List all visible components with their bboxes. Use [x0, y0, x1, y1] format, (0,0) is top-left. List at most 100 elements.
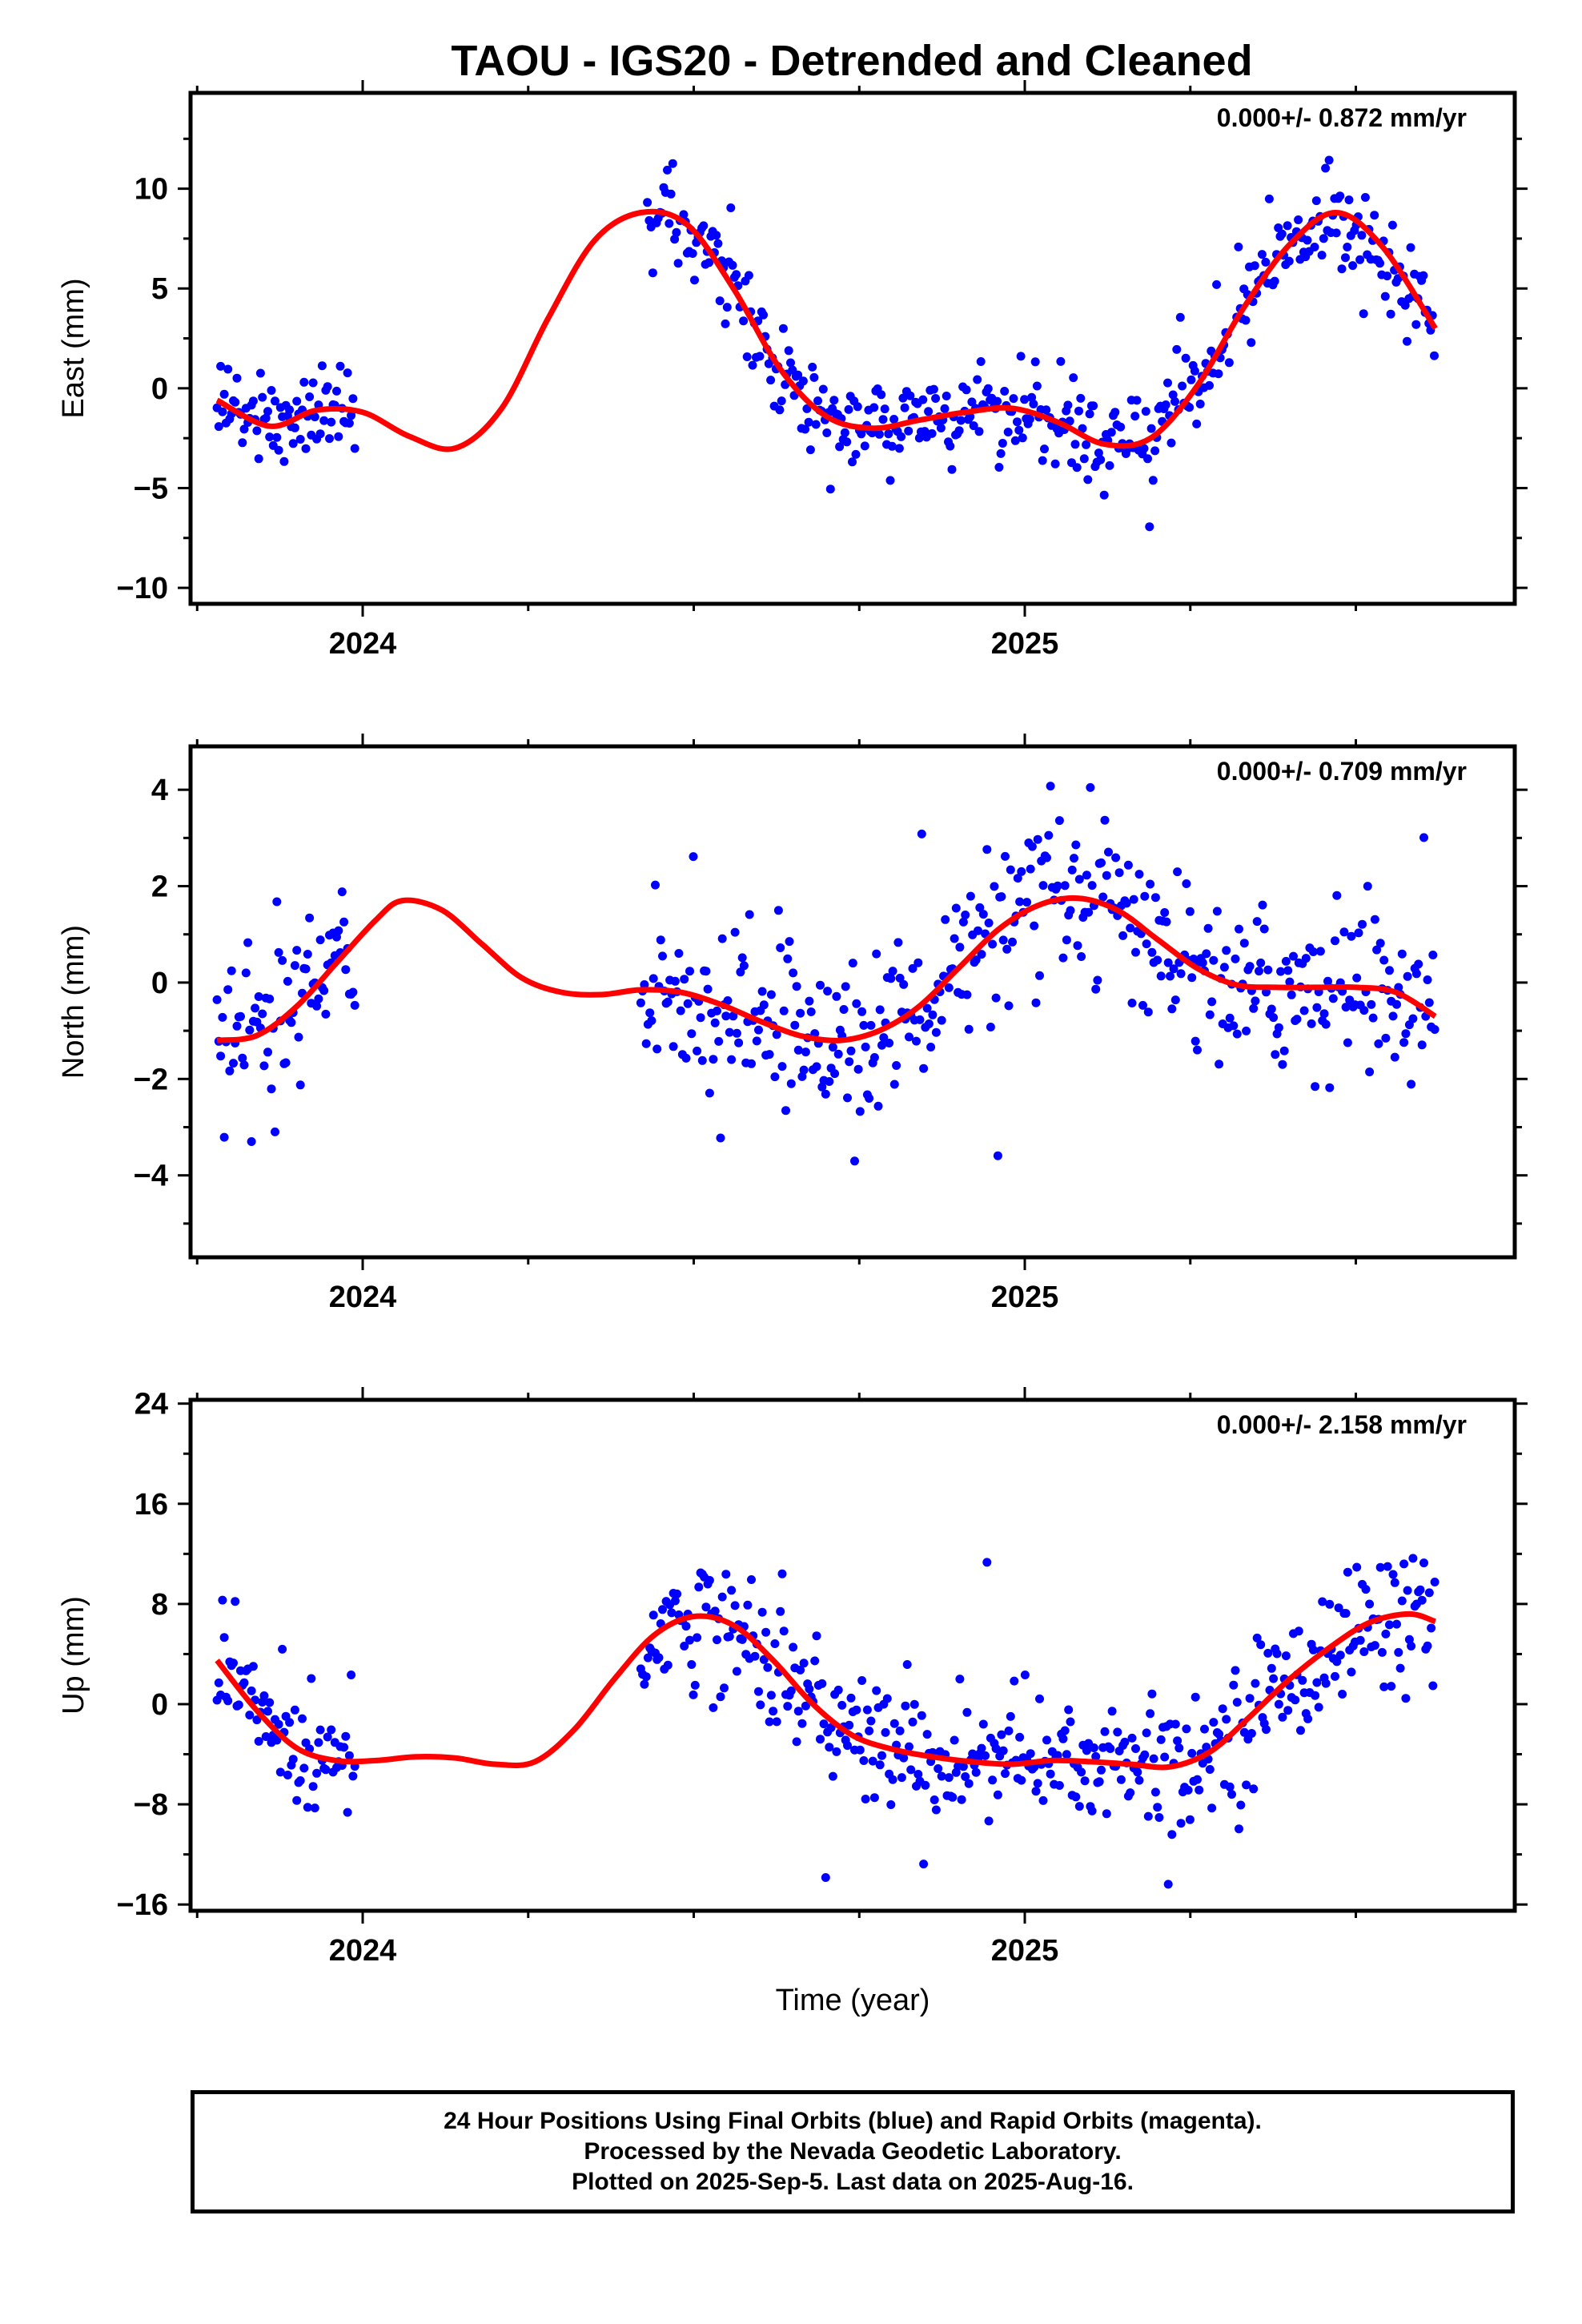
data-point — [1257, 250, 1267, 259]
data-point — [713, 1635, 721, 1645]
data-point — [805, 445, 815, 455]
data-point — [337, 887, 347, 897]
data-point — [218, 407, 227, 416]
data-point — [1321, 1679, 1331, 1688]
data-point — [335, 361, 345, 371]
data-point — [799, 1065, 809, 1075]
data-point — [886, 1800, 896, 1809]
data-point — [669, 1042, 678, 1051]
data-point — [955, 943, 965, 952]
data-point — [837, 1700, 847, 1710]
data-point — [1142, 1728, 1151, 1738]
data-point — [321, 1765, 331, 1775]
data-point — [828, 1771, 837, 1781]
data-point — [1311, 1691, 1320, 1700]
data-point — [801, 424, 810, 434]
data-point — [245, 1025, 255, 1035]
data-point — [833, 1049, 843, 1059]
data-point — [1278, 1712, 1287, 1722]
data-point — [743, 1600, 753, 1610]
data-point — [1015, 897, 1025, 907]
data-point — [303, 950, 312, 959]
data-point — [1239, 939, 1249, 948]
data-point — [693, 1633, 702, 1642]
data-point — [298, 1714, 307, 1723]
data-point — [913, 1770, 923, 1779]
data-point — [1347, 931, 1356, 941]
data-point — [672, 227, 681, 237]
data-point — [998, 439, 1007, 448]
data-point — [705, 1575, 714, 1585]
data-point — [1093, 975, 1102, 985]
data-point — [1387, 220, 1397, 230]
data-point — [1114, 868, 1124, 878]
data-point — [236, 1011, 245, 1021]
data-point — [1143, 454, 1152, 464]
data-point — [670, 235, 680, 244]
data-point — [956, 416, 966, 425]
data-point — [258, 392, 267, 402]
data-point — [752, 1036, 761, 1046]
data-point — [1430, 1025, 1439, 1034]
data-point — [1357, 231, 1367, 240]
data-point — [1263, 965, 1273, 975]
data-point — [643, 198, 652, 207]
data-point — [1283, 966, 1293, 975]
y-tick-label: 0 — [151, 372, 168, 406]
data-point — [1200, 1724, 1209, 1734]
data-point — [877, 1040, 886, 1050]
data-point — [1065, 416, 1074, 426]
data-point — [904, 426, 913, 436]
data-point — [347, 411, 356, 420]
data-point — [323, 1732, 332, 1742]
data-point — [1245, 1694, 1255, 1703]
data-point — [950, 934, 959, 943]
data-point — [1105, 460, 1114, 470]
data-point — [312, 1001, 322, 1011]
data-point — [1127, 1733, 1137, 1743]
data-point — [223, 364, 233, 374]
north-panel: 2024 2025 −4 −2 0 2 4 North (mm) 0.000+/- 0.709 … — [57, 734, 1528, 1314]
data-point — [292, 946, 302, 955]
data-point — [805, 1684, 814, 1694]
data-point — [779, 1006, 789, 1015]
data-point — [823, 987, 833, 996]
data-point — [897, 1773, 906, 1783]
data-point — [1360, 193, 1370, 202]
data-point — [1348, 261, 1358, 271]
data-point — [770, 1072, 780, 1082]
data-point — [1236, 1800, 1246, 1810]
x-tick-label: 2025 — [991, 1934, 1059, 1968]
data-point — [288, 439, 298, 448]
data-point — [1156, 971, 1166, 981]
data-point — [1232, 1029, 1242, 1039]
data-point — [1215, 1059, 1224, 1069]
data-point — [1359, 309, 1368, 319]
data-point — [759, 1000, 769, 1010]
data-point — [1235, 924, 1243, 934]
data-point — [261, 413, 271, 423]
data-point — [1211, 1301, 1220, 1309]
data-point — [1185, 403, 1195, 412]
data-point — [1209, 1718, 1219, 1727]
data-point — [776, 1606, 785, 1616]
data-point — [1347, 1667, 1356, 1677]
data-point — [1207, 1803, 1217, 1813]
y-axis-label: East (mm) — [57, 278, 90, 418]
data-point — [887, 441, 897, 451]
data-point — [1370, 211, 1379, 220]
y-tick-label: −10 — [117, 572, 168, 605]
data-point — [1274, 1699, 1283, 1709]
data-point — [833, 1685, 843, 1695]
data-point — [1317, 251, 1327, 260]
y-tick-label: 5 — [151, 272, 168, 306]
data-point — [265, 1698, 275, 1707]
data-point — [1209, 955, 1219, 965]
data-point — [1283, 1706, 1293, 1715]
data-point — [1160, 908, 1170, 917]
data-point — [295, 1080, 305, 1090]
data-point — [1153, 955, 1162, 965]
data-point — [1375, 1562, 1385, 1572]
data-point — [1255, 967, 1263, 976]
data-point — [288, 1755, 298, 1764]
